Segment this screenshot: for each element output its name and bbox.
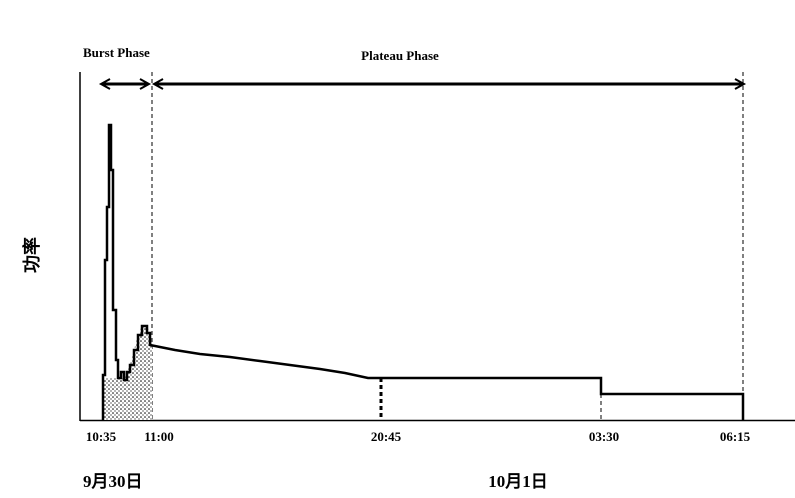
x-tick-label: 06:15	[720, 429, 751, 444]
date-label: 10月1日	[488, 472, 548, 491]
x-tick-label: 11:00	[144, 429, 174, 444]
x-tick-label: 20:45	[371, 429, 402, 444]
date-label: 9月30日	[83, 472, 143, 491]
x-tick-label: 03:30	[589, 429, 619, 444]
burst-phase-label: Burst Phase	[83, 45, 150, 60]
power-curve	[101, 123, 745, 420]
guide-lines	[151, 72, 744, 420]
phase-arrows	[98, 78, 747, 90]
x-tick-label: 10:35	[86, 429, 117, 444]
plateau-phase-label: Plateau Phase	[361, 48, 439, 63]
y-axis-label: 功率	[21, 237, 42, 273]
